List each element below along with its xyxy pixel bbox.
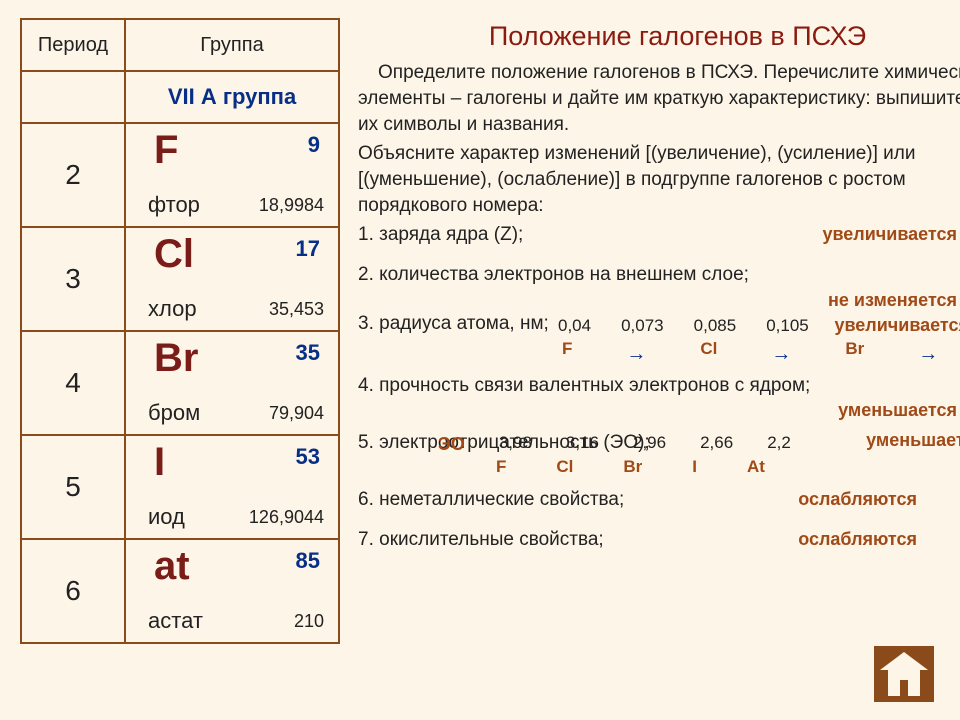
answer-6: ослабляются (798, 487, 917, 511)
question-4: 4. прочность связи валентных электронов … (358, 373, 960, 399)
table-row: 5 I 53 иод 126,9044 (21, 435, 339, 539)
table-row: 3 Cl 17 хлор 35,453 (21, 227, 339, 331)
answer-4: уменьшается (838, 400, 957, 420)
answer-3: увеличивается (834, 313, 960, 337)
arrow-icon: → (626, 341, 646, 368)
arrow-icon: → (771, 341, 791, 368)
answer-1: увеличивается (822, 222, 957, 246)
eo-data: ЭО 3,98 3,16 2,96 2,66 2,2 уменьшается F… (358, 432, 960, 479)
period-header: Период (21, 19, 125, 71)
table-row: 2 F 9 фтор 18,9984 (21, 123, 339, 227)
group-header: Группа (125, 19, 339, 71)
element-cl: Cl 17 хлор 35,453 (125, 227, 339, 331)
intro-2: Объясните характер изменений [(увеличени… (358, 141, 960, 218)
element-at: at 85 астат 210 (125, 539, 339, 643)
question-1: 1. заряда ядра (Z); (358, 222, 523, 248)
period-4: 4 (21, 331, 125, 435)
element-br: Br 35 бром 79,904 (125, 331, 339, 435)
question-2: 2. количества электронов на внешнем слое… (358, 262, 960, 288)
text-column: Положение галогенов в ПСХЭ Определите по… (358, 18, 960, 644)
subgroup-header: VII А группа (125, 71, 339, 123)
page-title: Положение галогенов в ПСХЭ (358, 18, 960, 54)
question-7: 7. окислительные свойства; (358, 527, 604, 553)
answer-7: ослабляются (798, 527, 917, 551)
element-f: F 9 фтор 18,9984 (125, 123, 339, 227)
table-row: 4 Br 35 бром 79,904 (21, 331, 339, 435)
element-i: I 53 иод 126,9044 (125, 435, 339, 539)
period-3: 3 (21, 227, 125, 331)
answer-2: не изменяется (828, 290, 957, 310)
period-5: 5 (21, 435, 125, 539)
arrow-icon: → (918, 341, 938, 368)
table-row: 6 at 85 астат 210 (21, 539, 339, 643)
question-6: 6. неметаллические свойства; (358, 487, 624, 513)
answer-5: уменьшается (866, 428, 960, 452)
home-icon[interactable] (874, 646, 934, 702)
intro-1: Определите положение галогенов в ПСХЭ. П… (358, 60, 960, 137)
radii-data: 0,04 0,073 0,085 0,105 увеличивается F→ … (358, 315, 960, 365)
period-2: 2 (21, 123, 125, 227)
period-6: 6 (21, 539, 125, 643)
halogen-table: Период Группа VII А группа 2 F 9 фтор 18… (20, 18, 340, 644)
